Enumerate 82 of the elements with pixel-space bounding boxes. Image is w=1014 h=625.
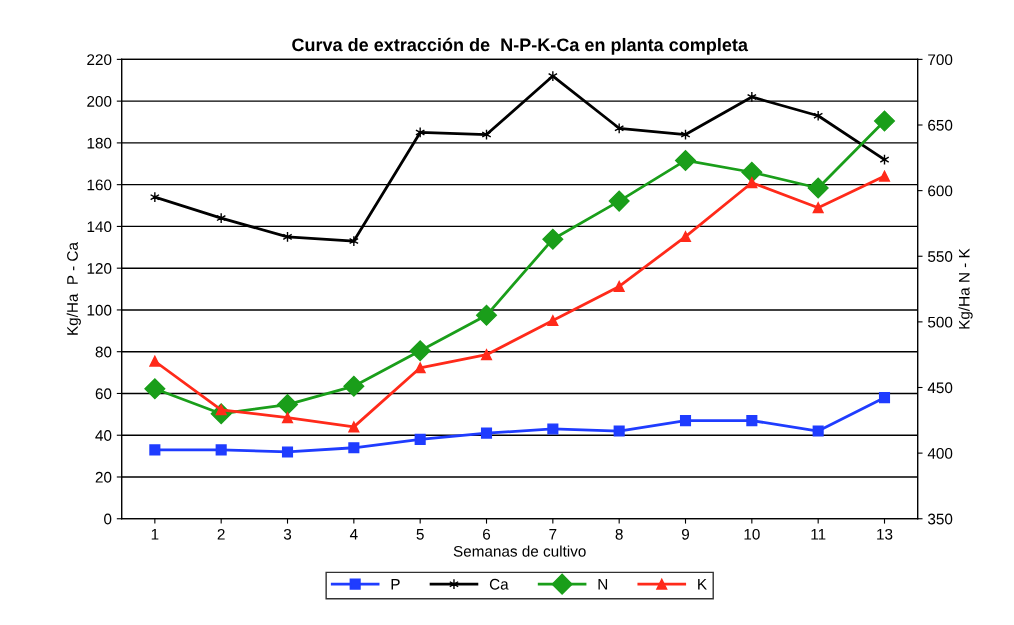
y-tick-label: 80 — [95, 346, 112, 358]
y2-tick-label: 700 — [928, 54, 953, 66]
y-tick-label: 20 — [95, 471, 112, 483]
point — [149, 191, 160, 203]
point — [348, 235, 359, 247]
point — [348, 421, 360, 433]
x-axis-title: Semanas de cultivo — [453, 545, 586, 557]
x-tick-label: 8 — [615, 528, 623, 540]
y-tick-label: 220 — [87, 54, 112, 66]
x-tick-label: 10 — [744, 528, 760, 540]
point — [343, 375, 365, 397]
point — [812, 425, 824, 437]
point — [813, 110, 824, 122]
x-tick-label: 9 — [681, 528, 690, 540]
y-tick-label: 0 — [104, 513, 112, 525]
y2-tick-label: 400 — [927, 447, 953, 459]
y-tick-label: 140 — [87, 221, 112, 233]
point — [807, 177, 829, 199]
legend-label: N — [598, 579, 608, 590]
y-tick-label: 120 — [87, 263, 112, 274]
point — [215, 444, 227, 456]
point — [873, 110, 896, 132]
point — [613, 425, 625, 437]
point — [878, 392, 891, 404]
point — [547, 70, 558, 82]
y2-tick-label: 450 — [927, 382, 953, 394]
y-tick-label: 60 — [95, 388, 112, 400]
point — [414, 362, 426, 374]
point — [679, 231, 692, 243]
y-tick-label: 200 — [87, 96, 112, 107]
point — [812, 202, 824, 214]
x-tick-label: 4 — [349, 529, 358, 540]
point — [480, 427, 493, 439]
point — [746, 415, 758, 427]
point — [746, 91, 757, 103]
point — [415, 126, 426, 139]
point — [679, 415, 692, 427]
y2-tick-label: 500 — [928, 316, 953, 328]
point — [613, 280, 625, 292]
point — [542, 228, 564, 250]
x-tick-label: 6 — [483, 528, 491, 540]
point — [547, 315, 559, 327]
y-tick-label: 40 — [95, 430, 112, 441]
point — [547, 423, 559, 435]
y2-tick-label: 550 — [928, 251, 953, 262]
point — [414, 433, 426, 445]
y-tick-label: 180 — [87, 137, 112, 149]
point — [746, 177, 758, 189]
x-tick-label: 13 — [877, 528, 893, 540]
point — [348, 442, 360, 454]
point — [674, 149, 697, 171]
legend-label: Ca — [489, 578, 509, 590]
point — [741, 161, 763, 183]
x-tick-label: 11 — [811, 529, 826, 540]
chart-title: Curva de extracción de N-P-K-Ca en planta completa — [292, 37, 749, 55]
y-tick-label: 100 — [87, 304, 112, 316]
y-axis-title: Kg/Ha P - Ca — [66, 242, 81, 335]
y2-tick-label: 350 — [927, 513, 953, 525]
point — [144, 378, 166, 400]
x-tick-label: 2 — [217, 528, 225, 540]
y2-tick-label: 650 — [928, 119, 953, 131]
point — [149, 355, 161, 367]
legend-label: P — [391, 579, 400, 590]
y2-axis-title: Kg/Ha N - K — [958, 248, 973, 329]
point — [276, 394, 299, 416]
x-tick-label: 3 — [283, 528, 292, 540]
point — [216, 212, 227, 224]
x-tick-label: 1 — [151, 529, 159, 540]
point — [475, 304, 498, 326]
point — [614, 122, 625, 134]
point — [480, 349, 493, 361]
y-tick-label: 160 — [87, 179, 112, 191]
point — [409, 340, 431, 362]
point — [149, 444, 161, 456]
point — [878, 170, 891, 182]
x-tick-label: 7 — [549, 529, 557, 540]
x-tick-label: 5 — [416, 529, 424, 540]
legend-label: K — [698, 579, 707, 590]
point — [281, 446, 294, 458]
point — [281, 412, 294, 424]
y2-tick-label: 600 — [928, 185, 953, 197]
point — [608, 190, 630, 212]
